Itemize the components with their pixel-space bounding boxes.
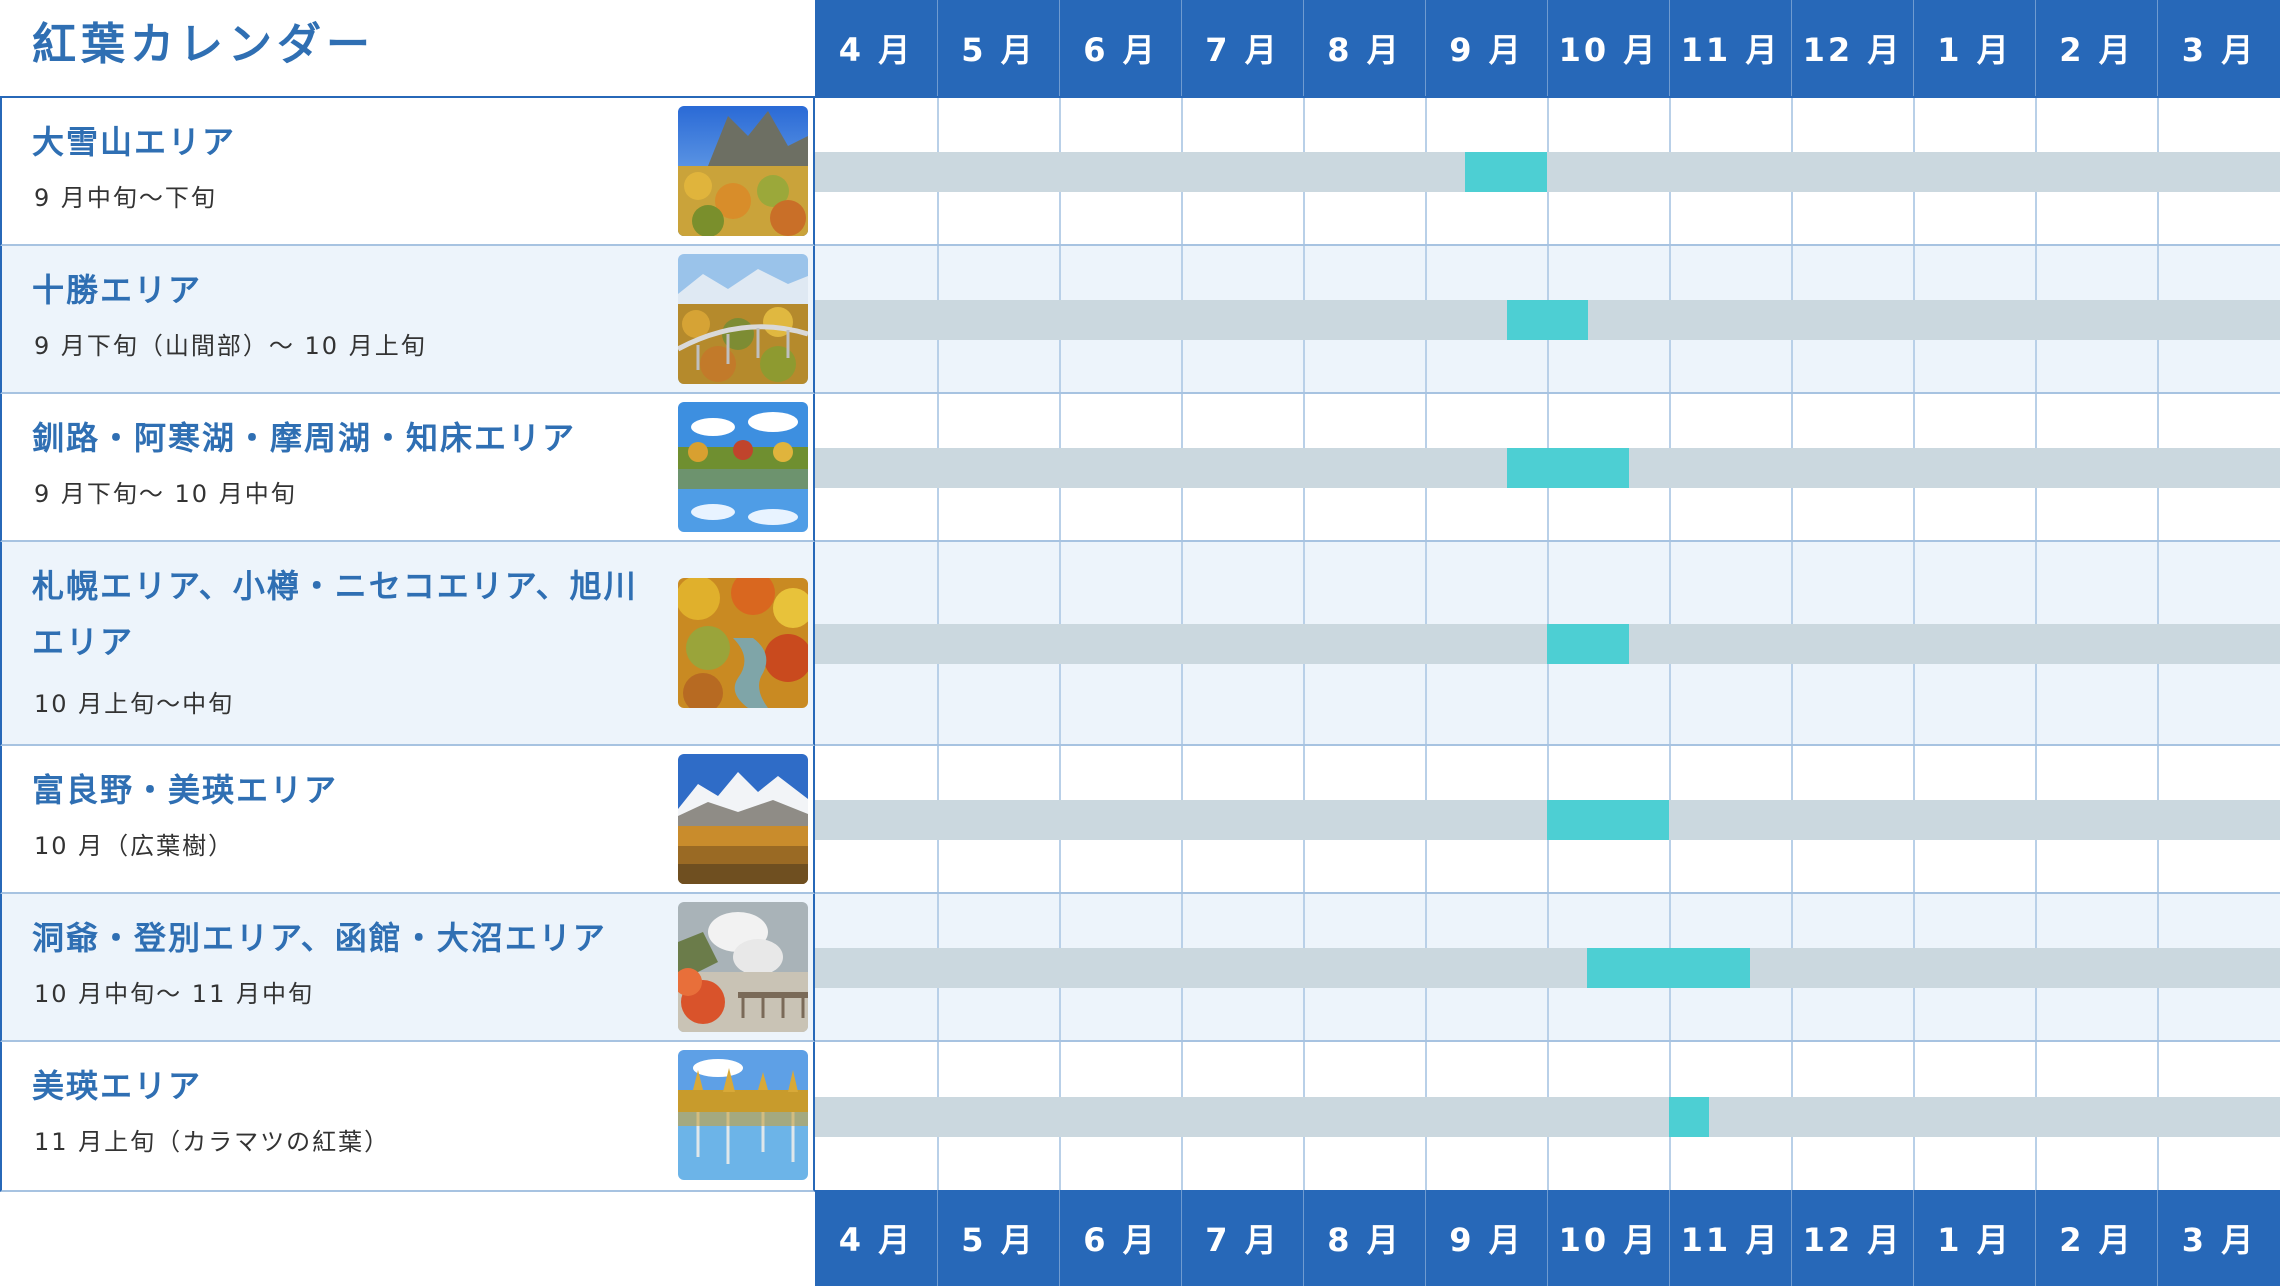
- month-header-bottom-cell-5: 8 月: [1303, 1190, 1425, 1286]
- month-header-top-cell-1: 4 月: [838, 31, 914, 69]
- peak-foliage-bar: [1547, 624, 1629, 664]
- month-header-top-cell-2: 5 月: [937, 0, 1059, 96]
- area-label-cell: 札幌エリア、小樽・ニセコエリア、旭川エリア 10 月上旬～中旬: [0, 542, 815, 746]
- area-period: 10 月上旬～中旬: [34, 690, 235, 718]
- peak-foliage-bar: [1587, 948, 1750, 988]
- month-header-top-cell-9: 12 月: [1791, 0, 1913, 96]
- peak-foliage-bar: [1465, 152, 1547, 192]
- area-name: 札幌エリア、小樽・ニセコエリア、旭川エリア: [32, 567, 638, 661]
- month-header-top-cell-7: 10 月: [1547, 0, 1669, 96]
- month-header-bottom-cell-4: 7 月: [1181, 1190, 1303, 1286]
- area-name: 美瑛エリア: [32, 1067, 203, 1105]
- page-title: 紅葉カレンダー: [32, 19, 375, 70]
- peak-foliage-bar: [1669, 1097, 1709, 1137]
- month-header-bottom-cell-3: 6 月: [1059, 1190, 1181, 1286]
- area-label-cell: 大雪山エリア 9 月中旬～下旬: [0, 98, 815, 246]
- month-header-top-cell-12: 3 月: [2157, 0, 2280, 96]
- season-track: [815, 624, 2280, 664]
- area-period: 11 月上旬（カラマツの紅葉）: [34, 1128, 391, 1156]
- area-name: 十勝エリア: [32, 271, 203, 309]
- area-row: 札幌エリア、小樽・ニセコエリア、旭川エリア 10 月上旬～中旬: [0, 542, 2280, 746]
- calendar-table: 大雪山エリア 9 月中旬～下旬十勝エリア 9 月下旬（山間部）～ 10 月上旬釧路・…: [0, 96, 2280, 1192]
- season-track: [815, 948, 2280, 988]
- season-track: [815, 448, 2280, 488]
- month-header-top-cell-6: 9 月: [1425, 0, 1547, 96]
- month-header-bottom-cell-12: 3 月: [2157, 1190, 2280, 1286]
- area-label-cell: 美瑛エリア 11 月上旬（カラマツの紅葉）: [0, 1042, 815, 1192]
- larch-blue-pond-photo: [678, 1050, 808, 1180]
- season-track: [815, 300, 2280, 340]
- area-label-cell: 釧路・阿寒湖・摩周湖・知床エリア 9 月下旬～ 10 月中旬: [0, 394, 815, 542]
- area-row: 富良野・美瑛エリア 10 月（広葉樹）: [0, 746, 2280, 894]
- month-header-top-cell-5: 8 月: [1303, 0, 1425, 96]
- peak-foliage-bar: [1507, 300, 1588, 340]
- snow-mountain-forest-photo: [678, 754, 808, 884]
- area-row: 美瑛エリア 11 月上旬（カラマツの紅葉）: [0, 1042, 2280, 1192]
- area-period: 10 月中旬～ 11 月中旬: [34, 980, 314, 1008]
- peak-foliage-bar: [1507, 448, 1629, 488]
- month-header-bottom-cell-11: 2 月: [2035, 1190, 2157, 1286]
- month-header-bottom-cell-8: 11 月: [1669, 1190, 1791, 1286]
- mountain-autumn-photo: [678, 106, 808, 236]
- area-row: 十勝エリア 9 月下旬（山間部）～ 10 月上旬: [0, 246, 2280, 394]
- month-header-bottom-cell-1: 4 月: [838, 1221, 914, 1259]
- month-grid: [815, 542, 2280, 746]
- area-name: 釧路・阿寒湖・摩周湖・知床エリア: [32, 419, 577, 457]
- month-header-bottom-cell-10: 1 月: [1913, 1190, 2035, 1286]
- season-track: [815, 152, 2280, 192]
- month-grid: [815, 894, 2280, 1042]
- area-row: 大雪山エリア 9 月中旬～下旬: [0, 98, 2280, 246]
- month-header-bottom-cell-9: 12 月: [1791, 1190, 1913, 1286]
- month-grid: [815, 246, 2280, 394]
- month-header-bottom-cell-2: 5 月: [937, 1190, 1059, 1286]
- peak-foliage-bar: [1547, 800, 1669, 840]
- month-header-top-cell-4: 7 月: [1181, 0, 1303, 96]
- area-label-cell: 十勝エリア 9 月下旬（山間部）～ 10 月上旬: [0, 246, 815, 394]
- season-track: [815, 800, 2280, 840]
- area-period: 10 月（広葉樹）: [34, 832, 235, 860]
- season-track: [815, 1097, 2280, 1137]
- month-header-top-cell-8: 11 月: [1669, 0, 1791, 96]
- area-row: 洞爺・登別エリア、函館・大沼エリア 10 月中旬～ 11 月中旬: [0, 894, 2280, 1042]
- month-header-top-cell-3: 6 月: [1059, 0, 1181, 96]
- month-grid: [815, 394, 2280, 542]
- month-grid: [815, 98, 2280, 246]
- area-row: 釧路・阿寒湖・摩周湖・知床エリア 9 月下旬～ 10 月中旬: [0, 394, 2280, 542]
- area-label-cell: 洞爺・登別エリア、函館・大沼エリア 10 月中旬～ 11 月中旬: [0, 894, 815, 1042]
- hot-spring-valley-photo: [678, 902, 808, 1032]
- area-period: 9 月中旬～下旬: [34, 184, 217, 212]
- month-grid: [815, 1042, 2280, 1192]
- area-name: 洞爺・登別エリア、函館・大沼エリア: [32, 919, 607, 957]
- bridge-forest-photo: [678, 254, 808, 384]
- lake-reflection-photo: [678, 402, 808, 532]
- area-name: 富良野・美瑛エリア: [32, 771, 339, 809]
- month-grid: [815, 746, 2280, 894]
- month-header-top-cell-10: 1 月: [1913, 0, 2035, 96]
- month-header-bottom-cell-6: 9 月: [1425, 1190, 1547, 1286]
- area-period: 9 月下旬～ 10 月中旬: [34, 480, 297, 508]
- area-period: 9 月下旬（山間部）～ 10 月上旬: [34, 332, 427, 360]
- area-name: 大雪山エリア: [32, 123, 237, 161]
- month-header-top-cell-11: 2 月: [2035, 0, 2157, 96]
- area-label-cell: 富良野・美瑛エリア 10 月（広葉樹）: [0, 746, 815, 894]
- gorge-river-photo: [678, 578, 808, 708]
- month-header-bottom-cell-7: 10 月: [1547, 1190, 1669, 1286]
